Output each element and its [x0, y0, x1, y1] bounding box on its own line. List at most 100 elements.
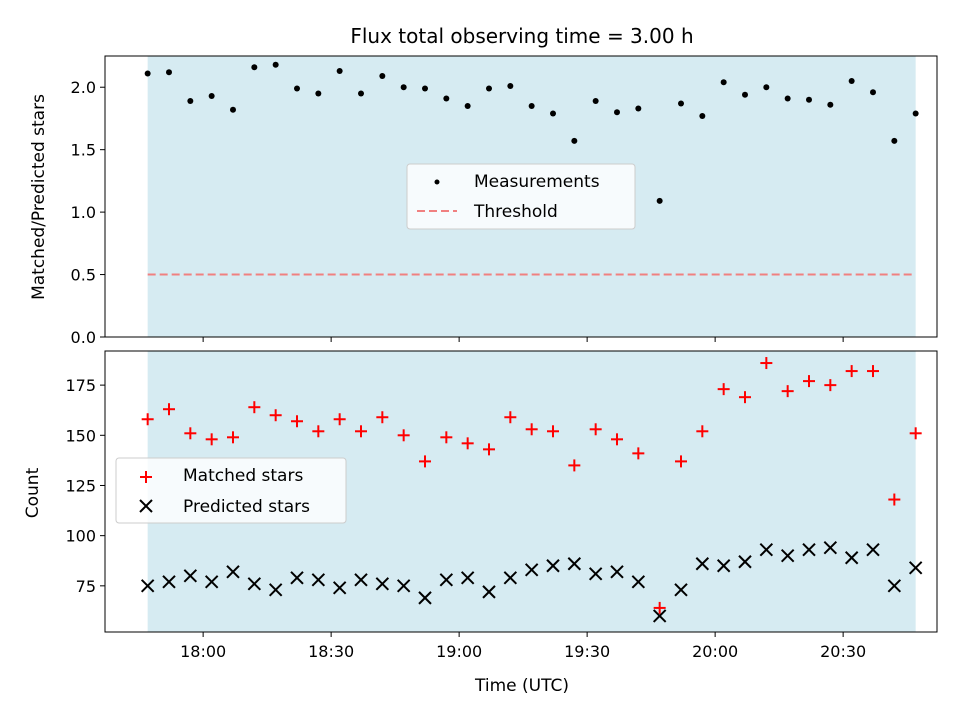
- matched-star-point: [227, 431, 239, 444]
- predicted-star-point: [332, 581, 347, 595]
- matched-star-point: [163, 403, 175, 416]
- measurement-point: [294, 85, 300, 92]
- predicted-star-point: [375, 577, 390, 591]
- predicted-star-point: [524, 563, 539, 577]
- chart-title: Flux total observing time = 3.00 h: [350, 24, 693, 48]
- predicted-star-point: [759, 543, 774, 557]
- matched-star-point: [440, 431, 453, 444]
- predicted-star-point: [716, 559, 731, 573]
- predicted-star-point: [396, 579, 411, 593]
- predicted-star-point: [610, 565, 624, 579]
- matched-star-point: [824, 379, 837, 392]
- measurement-point: [422, 85, 428, 92]
- predicted-star-point: [738, 555, 752, 569]
- predicted-star-point: [652, 609, 667, 623]
- bottom-x-label: Time (UTC): [474, 676, 569, 696]
- matched-star-point: [760, 357, 773, 370]
- measurement-point: [251, 64, 258, 71]
- measurement-point: [763, 84, 770, 91]
- measurement-point: [315, 90, 322, 97]
- measurement-point: [720, 79, 727, 86]
- predicted-star-point: [503, 571, 518, 585]
- matched-star-point: [909, 427, 922, 440]
- measurement-point: [528, 102, 535, 109]
- top-y-tick-label: 0.0: [71, 328, 96, 347]
- measurement-point: [635, 105, 642, 112]
- matched-star-point: [675, 455, 687, 468]
- predicted-star-point: [823, 540, 838, 555]
- bottom-x-tick-label: 18:00: [180, 642, 226, 661]
- predicted-star-point: [588, 567, 603, 581]
- bottom-legend-box: [115, 457, 347, 524]
- measurement-point: [272, 61, 279, 68]
- measurement-point: [336, 67, 343, 74]
- bottom-y-tick-label: 125: [65, 476, 96, 495]
- matched-star-point: [589, 423, 602, 436]
- predicted-star-point: [695, 557, 710, 571]
- bottom-x-tick-label: 20:30: [820, 642, 866, 661]
- measurement-point: [187, 97, 194, 104]
- matched-star-point: [376, 411, 389, 424]
- bottom-y-tick-label: 100: [65, 527, 96, 546]
- measurement-point: [208, 92, 215, 99]
- bottom-y-tick-label: 150: [65, 426, 96, 445]
- predicted-stars-points: [140, 540, 923, 623]
- top-x-axis: [202, 337, 844, 342]
- matched-star-point: [867, 365, 879, 378]
- matched-star-point: [248, 401, 261, 414]
- predicted-star-point: [268, 583, 283, 597]
- measurement-points: [144, 61, 919, 204]
- top-y-axis: 0.0 0.5 1.0 1.5 2.0: [71, 78, 105, 347]
- predicted-star-point: [183, 569, 198, 583]
- predicted-star-point: [482, 585, 496, 599]
- measurement-point: [358, 90, 364, 97]
- measurement-point: [827, 101, 834, 108]
- predicted-star-point: [866, 543, 880, 557]
- bottom-y-axis: 75 100 125 150 175: [65, 376, 105, 596]
- matched-star-point: [461, 437, 474, 450]
- measurement-point: [592, 97, 599, 104]
- predicted-star-point: [674, 583, 688, 597]
- matched-star-point: [525, 423, 538, 436]
- matched-star-point: [653, 601, 666, 614]
- measurement-point: [742, 91, 748, 98]
- predicted-star-point: [887, 579, 902, 593]
- predicted-star-point: [247, 577, 262, 591]
- predicted-star-point: [631, 575, 646, 589]
- measurement-point: [379, 72, 386, 79]
- predicted-star-point: [140, 579, 155, 593]
- matched-star-point: [568, 459, 581, 472]
- predicted-star-point: [311, 573, 326, 587]
- bottom-x-tick-label: 19:00: [436, 642, 482, 661]
- predicted-star-point: [908, 561, 923, 575]
- bottom-x-tick-label: 18:30: [308, 642, 354, 661]
- measurement-point: [891, 137, 898, 144]
- top-legend-box: [406, 163, 636, 230]
- predicted-star-point: [162, 575, 176, 589]
- legend-matched-marker: [140, 471, 152, 483]
- measurement-point: [166, 69, 172, 76]
- top-y-tick-label: 1.5: [71, 141, 96, 160]
- matched-star-point: [483, 443, 495, 456]
- matched-star-point: [803, 375, 815, 388]
- measurement-point: [550, 110, 556, 117]
- measurement-point: [848, 77, 855, 84]
- legend-threshold-label: Threshold: [473, 202, 558, 222]
- top-y-label: Matched/Predicted stars: [29, 94, 49, 300]
- legend-measurements-label: Measurements: [474, 172, 600, 192]
- measurement-point: [507, 82, 514, 89]
- predicted-star-point: [226, 565, 240, 579]
- measurement-point: [870, 89, 876, 96]
- predicted-star-point: [460, 571, 475, 585]
- legend-matched-label: Matched stars: [183, 466, 303, 486]
- measurement-point: [912, 110, 919, 117]
- measurement-point: [614, 109, 620, 116]
- matched-star-point: [696, 425, 709, 438]
- matched-star-point: [611, 433, 623, 446]
- measurement-point: [571, 137, 578, 144]
- legend-predicted-label: Predicted stars: [183, 497, 310, 517]
- measurement-point: [144, 70, 151, 77]
- matched-star-point: [355, 425, 367, 438]
- matched-star-point: [888, 493, 901, 506]
- matched-star-point: [717, 383, 730, 396]
